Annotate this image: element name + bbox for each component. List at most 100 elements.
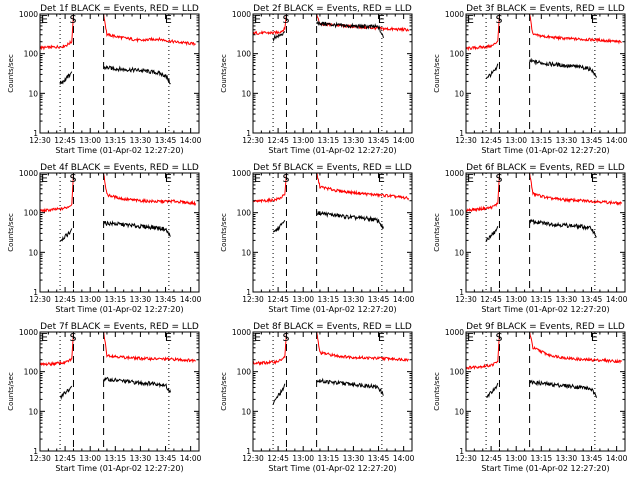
x-tick-label: 13:45: [581, 136, 603, 145]
axes-frame: [465, 331, 626, 452]
events-series-line: [316, 20, 384, 39]
x-tick-label: 13:45: [368, 454, 390, 463]
x-tick-label: 12:45: [54, 454, 76, 463]
y-tick-label: 10: [28, 248, 38, 257]
x-tick-label: 14:00: [180, 295, 202, 304]
y-axis-label: Counts/sec: [433, 54, 441, 93]
chart-panel-8: Det 8f BLACK = Events, RED = LLD Counts/s…: [220, 322, 415, 473]
panel-title: Det 2f BLACK = Events, RED = LLD: [253, 4, 412, 14]
x-tick-label: 13:45: [368, 136, 390, 145]
x-tick-label: 13:00: [292, 295, 314, 304]
panel-title: Det 6f BLACK = Events, RED = LLD: [466, 163, 625, 173]
chart-panel-3: Det 3f BLACK = Events, RED = LLD Counts/s…: [433, 4, 628, 155]
axes-frame: [39, 13, 200, 134]
x-tick-label: 13:30: [343, 136, 365, 145]
x-tick-label: 14:00: [606, 454, 628, 463]
x-tick-label: 14:00: [393, 454, 415, 463]
y-tick-label: 10: [28, 407, 38, 416]
marker-label-e-right: E: [591, 172, 598, 185]
lld-series-line: [466, 332, 623, 371]
x-tick-label: 13:00: [292, 454, 314, 463]
lld-series-line: [40, 173, 197, 214]
panel-title: Det 1f BLACK = Events, RED = LLD: [40, 4, 199, 14]
x-axis-label: Start Time (01-Apr-02 12:27:20): [55, 305, 183, 314]
x-tick-label: 13:00: [505, 454, 527, 463]
y-tick-label: 1000: [445, 10, 464, 19]
axes-frame: [465, 13, 626, 134]
y-axis-label: Counts/sec: [7, 213, 15, 252]
y-tick-label: 100: [24, 368, 39, 377]
axes-frame: [39, 331, 200, 452]
x-axis-label: Start Time (01-Apr-02 12:27:20): [268, 305, 396, 314]
y-tick-label: 1000: [232, 169, 251, 178]
x-tick-label: 13:30: [556, 454, 578, 463]
y-axis-label: Counts/sec: [7, 372, 15, 411]
y-tick-label: 1: [33, 129, 38, 138]
x-axis-label: Start Time (01-Apr-02 12:27:20): [268, 146, 396, 155]
x-tick-label: 13:00: [79, 295, 101, 304]
marker-label-s: S: [495, 13, 502, 26]
x-tick-label: 13:45: [155, 454, 177, 463]
events-series-line: [272, 220, 286, 233]
x-tick-label: 12:30: [455, 136, 477, 145]
x-tick-label: 14:00: [393, 136, 415, 145]
y-tick-label: 100: [237, 209, 252, 218]
x-tick-label: 13:00: [292, 136, 314, 145]
y-tick-label: 1: [459, 447, 464, 456]
y-tick-label: 1: [246, 129, 251, 138]
x-tick-label: 13:45: [155, 295, 177, 304]
x-tick-label: 12:30: [29, 295, 51, 304]
axes-frame: [39, 172, 200, 293]
marker-label-s: S: [69, 331, 76, 344]
events-series-line: [59, 228, 73, 242]
events-series-line: [60, 385, 73, 400]
marker-label-s: S: [282, 172, 289, 185]
y-tick-label: 10: [241, 89, 251, 98]
x-tick-label: 13:30: [556, 295, 578, 304]
marker-label-e-right: E: [165, 331, 172, 344]
marker-label-s: S: [282, 13, 289, 26]
marker-label-s: S: [69, 172, 76, 185]
axes-frame: [252, 172, 413, 293]
events-series-line: [59, 71, 73, 85]
y-axis-label: Counts/sec: [220, 213, 228, 252]
x-axis-label: Start Time (01-Apr-02 12:27:20): [481, 464, 609, 473]
y-tick-label: 100: [450, 50, 465, 59]
y-tick-label: 1: [33, 288, 38, 297]
chart-panel-2: Det 2f BLACK = Events, RED = LLD Counts/s…: [220, 4, 415, 155]
x-tick-label: 13:00: [79, 136, 101, 145]
y-tick-label: 10: [454, 89, 464, 98]
y-axis-label: Counts/sec: [7, 54, 15, 93]
chart-panel-5: Det 5f BLACK = Events, RED = LLD Counts/s…: [220, 163, 415, 314]
panel-title: Det 8f BLACK = Events, RED = LLD: [253, 322, 412, 332]
y-axis-label: Counts/sec: [433, 213, 441, 252]
marker-label-e-left: E: [467, 13, 474, 26]
x-tick-label: 12:30: [242, 295, 264, 304]
marker-label-s: S: [69, 13, 76, 26]
marker-label-e-left: E: [254, 13, 261, 26]
y-axis-label: Counts/sec: [220, 54, 228, 93]
y-tick-label: 1000: [232, 10, 251, 19]
marker-label-e-left: E: [254, 331, 261, 344]
marker-label-e-left: E: [254, 172, 261, 185]
x-tick-label: 12:45: [480, 295, 502, 304]
x-tick-label: 13:30: [130, 295, 152, 304]
y-tick-label: 10: [241, 248, 251, 257]
events-series-line: [485, 226, 499, 242]
y-tick-label: 1000: [232, 328, 251, 337]
x-tick-label: 13:15: [531, 295, 553, 304]
chart-panel-6: Det 6f BLACK = Events, RED = LLD Counts/s…: [433, 163, 628, 314]
x-tick-label: 13:00: [79, 454, 101, 463]
events-series-line: [529, 57, 597, 78]
events-series-line: [485, 63, 499, 80]
x-tick-label: 13:15: [105, 136, 127, 145]
x-tick-label: 12:45: [480, 136, 502, 145]
marker-label-e-right: E: [165, 13, 172, 26]
axes-frame: [465, 172, 626, 293]
marker-label-e-left: E: [467, 331, 474, 344]
x-tick-label: 13:45: [368, 295, 390, 304]
axes-frame: [252, 13, 413, 134]
y-tick-label: 1: [459, 288, 464, 297]
x-tick-label: 13:45: [155, 136, 177, 145]
y-tick-label: 100: [450, 209, 465, 218]
